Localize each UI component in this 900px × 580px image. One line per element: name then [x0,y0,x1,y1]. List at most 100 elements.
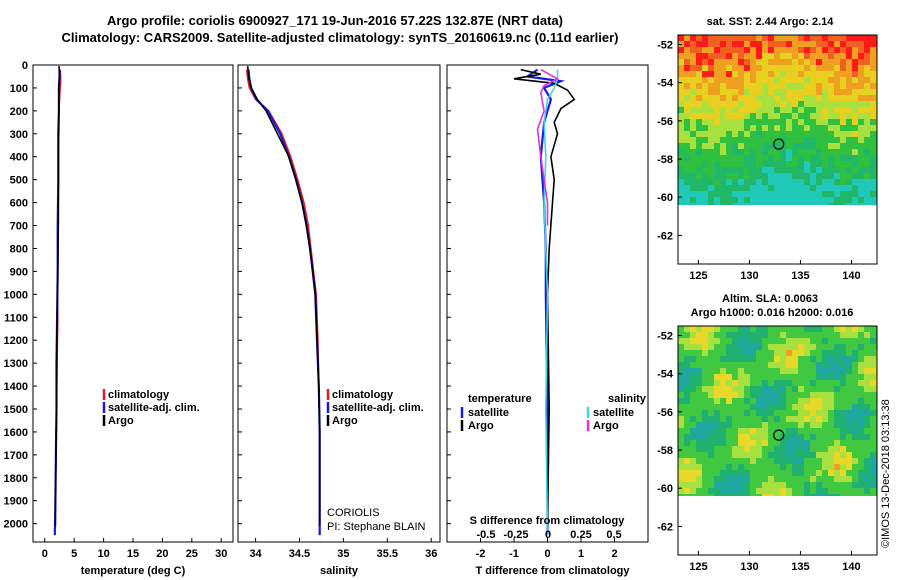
y-tick-label: 1500 [4,404,28,416]
secondary-xlabel: S difference from climatology [470,515,626,527]
legend-entry: satellite-adj. clim. [332,402,424,414]
y-tick-label: 1200 [4,335,28,347]
y-tick-label: 100 [10,83,28,95]
legend-entry: satellite [593,407,634,419]
sla-map-title: Altim. SLA: 0.0063 [722,293,818,305]
sst-map-panel: -52 -54 -56 -58 -60 -62 125 130 135 140 [657,34,878,282]
secondary-x-tick-label: 0.25 [570,529,591,541]
series-line-salinity-argo [536,68,560,226]
secondary-x-tick-label: 0 [545,529,551,541]
x-tick-label: -2 [476,548,486,560]
y-tick-label: -62 [657,230,673,242]
x-tick-label: 125 [689,561,707,573]
x-tick-label: 36 [425,548,437,560]
secondary-x-tick-label: -0.25 [503,529,528,541]
legend-header-temperature: temperature [468,393,532,405]
y-tick-label: 1100 [4,312,28,324]
x-tick-label: 15 [127,548,139,560]
sla-map-field [678,326,877,496]
y-tick-label: -56 [657,116,673,128]
credit-pi: PI: Stephane BLAIN [327,521,426,533]
figure-title-line2: Climatology: CARS2009. Satellite-adjuste… [61,30,618,45]
y-tick-label: 200 [10,106,28,118]
y-tick-label: -52 [657,331,673,343]
x-tick-label: 140 [842,561,860,573]
x-tick-label: 35.5 [377,548,398,560]
x-tick-label: -1 [509,548,519,560]
x-tick-label: 5 [71,548,77,560]
credit-institution: CORIOLIS [327,507,380,519]
y-tick-label: 800 [10,243,28,255]
y-tick-label: 1000 [4,289,28,301]
sst-map-frame [677,34,878,265]
sst-map-title: sat. SST: 2.44 Argo: 2.14 [707,16,835,28]
y-tick-label: -60 [657,192,673,204]
y-tick-label: -60 [657,483,673,495]
legend-header-salinity: salinity [608,393,647,405]
temperature-profile-frame [32,64,234,543]
x-tick-label: 10 [97,548,109,560]
y-tick-label: -58 [657,445,673,457]
y-tick-label: 400 [10,152,28,164]
legend-entry: satellite [468,407,509,419]
salinity-profile-xlabel: salinity [320,565,359,577]
x-tick-label: 125 [689,270,707,282]
x-tick-label: 35 [337,548,349,560]
x-tick-label: 0 [42,548,48,560]
x-tick-label: 135 [791,270,809,282]
y-tick-label: 600 [10,198,28,210]
sla-map-subtitle: Argo h1000: 0.016 h2000: 0.016 [691,307,854,319]
x-tick-label: 34 [249,548,262,560]
x-tick-label: 20 [156,548,168,560]
y-tick-label: 1900 [4,496,28,508]
legend-entry: satellite-adj. clim. [108,402,200,414]
y-tick-label: 0 [22,60,28,72]
sst-map-field [678,35,877,205]
legend-entry: climatology [108,389,170,401]
y-tick-label: 700 [10,221,28,233]
x-tick-label: 140 [842,270,860,282]
secondary-x-tick-label: 0.5 [606,529,621,541]
series-line-argo [54,66,61,526]
y-tick-label: -56 [657,407,673,419]
difference-panel: -2 -1 0 1 2 T difference from climatology temp… [446,64,649,577]
y-tick-label: 1300 [4,358,28,370]
y-tick-label: 2000 [4,519,28,531]
legend-entry: Argo [332,415,358,427]
sla-map-panel: -52 -54 -56 -58 -60 -62 125 130 135 140 [657,325,878,573]
temperature-profile-xlabel: temperature (deg C) [81,565,186,577]
y-tick-label: 1700 [4,450,28,462]
legend-entry: climatology [332,389,394,401]
y-tick-label: 300 [10,129,28,141]
x-tick-label: 0 [544,548,550,560]
legend-entry: Argo [593,420,619,432]
salinity-panel: 34 34.5 35 35.5 36 salinity climatologysatelli… [237,64,441,577]
y-tick-label: 1600 [4,427,28,439]
imos-watermark: ©IMOS 13-Dec-2018 03:13:38 [880,399,892,548]
x-tick-label: 130 [740,561,758,573]
x-tick-label: 34.5 [289,548,310,560]
legend-entry: Argo [108,415,134,427]
secondary-x-tick-label: -0.5 [477,529,496,541]
x-tick-label: 135 [791,561,809,573]
sla-map-frame [677,325,878,556]
salinity-profile-frame [237,64,441,543]
figure-title-line1: Argo profile: coriolis 6900927_171 19-Ju… [107,13,563,28]
y-tick-label: -54 [657,78,674,90]
x-tick-label: 1 [578,548,584,560]
float-position-marker [773,429,785,441]
y-tick-label: 900 [10,266,28,278]
y-tick-label: 1800 [4,473,28,485]
series-line-temperature-argo [513,68,576,526]
y-tick-label: -52 [657,40,673,52]
y-tick-label: 1400 [4,381,28,393]
series-line-salinity-satellite [543,69,559,536]
series-line-argo [246,66,321,526]
y-tick-label: -58 [657,154,673,166]
x-tick-label: 25 [186,548,198,560]
x-tick-label: 30 [215,548,227,560]
difference-profile-xlabel: T difference from climatology [475,565,630,577]
x-tick-label: 130 [740,270,758,282]
legend-entry: Argo [468,420,494,432]
